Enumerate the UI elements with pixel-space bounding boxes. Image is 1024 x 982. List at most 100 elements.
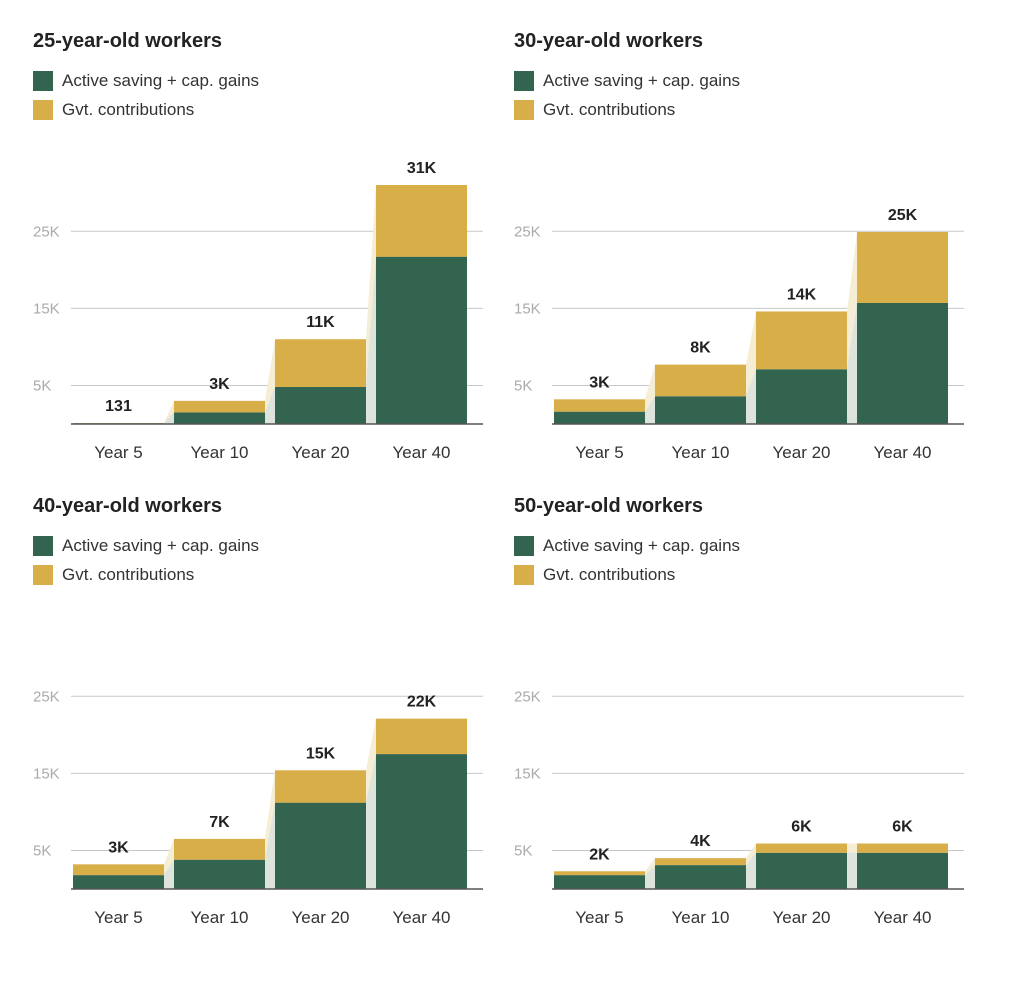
bar-savings [857,852,948,889]
bar-total-label: 3K [209,376,230,393]
bar-savings [756,369,847,424]
legend-swatch-savings [33,536,53,556]
legend-label-government: Gvt. contributions [543,565,676,584]
y-tick-label: 15K [33,300,60,317]
bar-savings [376,256,467,424]
x-tick-label: Year 5 [94,443,143,462]
x-tick-label: Year 40 [874,908,932,927]
bar-connector-lower [164,412,174,424]
y-tick-label: 15K [514,300,541,317]
legend-item-savings: Active saving + cap. gains [514,535,740,557]
bar-government [857,232,948,303]
bar-total-label: 14K [787,286,817,303]
bar-government [275,770,366,803]
bar-government [756,843,847,853]
bar-savings [174,859,265,889]
chart-title: 25-year-old workers [33,30,222,52]
bar-connector-lower [366,256,376,424]
x-tick-label: Year 10 [672,443,730,462]
bar-government [554,399,645,412]
bar-connector-lower [645,865,655,889]
y-tick-label: 5K [514,377,532,394]
legend-swatch-savings [514,71,534,91]
legend-label-savings: Active saving + cap. gains [62,71,260,90]
bar-connector-lower [164,859,174,889]
legend-item-government: Gvt. contributions [514,99,675,121]
bar-total-label: 2K [589,846,610,863]
legend-label-government: Gvt. contributions [543,100,676,119]
x-tick-label: Year 20 [292,908,350,927]
bar-total-label: 31K [407,160,437,177]
bar-total-label: 11K [306,314,335,331]
y-tick-label: 25K [514,688,541,705]
bar-government [857,843,948,853]
bar-savings [174,412,265,424]
bar-total-label: 3K [108,839,129,856]
bar-savings [554,411,645,424]
y-tick-label: 15K [33,765,60,782]
chart-title: 40-year-old workers [33,495,222,517]
legend-label-government: Gvt. contributions [62,565,195,584]
bar-connector-lower [366,754,376,889]
x-tick-label: Year 20 [292,443,350,462]
legend-swatch-government [33,100,53,120]
bar-government [73,864,164,876]
bar-total-label: 7K [209,814,230,831]
legend-swatch-savings [514,536,534,556]
y-tick-label: 5K [33,842,51,859]
x-tick-label: Year 20 [773,443,831,462]
legend-label-government: Gvt. contributions [62,100,195,119]
y-tick-label: 25K [514,223,541,240]
bar-connector-lower [746,369,756,424]
bar-total-label: 6K [791,819,812,836]
x-tick-label: Year 40 [393,443,451,462]
y-tick-label: 5K [33,377,51,394]
y-tick-label: 25K [33,223,60,240]
x-tick-label: Year 40 [874,443,932,462]
x-tick-label: Year 5 [575,908,624,927]
legend-swatch-savings [33,71,53,91]
chart-title: 50-year-old workers [514,495,703,517]
x-tick-label: Year 10 [191,908,249,927]
bar-connector-lower [265,386,275,424]
bar-total-label: 8K [690,340,711,357]
bar-government [174,400,265,413]
bar-savings [275,802,366,889]
legend-label-savings: Active saving + cap. gains [543,536,741,555]
bar-savings [73,875,164,889]
bar-total-label: 4K [690,833,711,850]
legend-item-savings: Active saving + cap. gains [33,535,259,557]
chart-panel-40: 40-year-old workers Active saving + cap.… [33,495,503,955]
chart-panel-25: 25-year-old workers Active saving + cap.… [33,30,503,490]
x-tick-label: Year 40 [393,908,451,927]
chart-panel-30: 30-year-old workers Active saving + cap.… [514,30,984,490]
chart-panel-50: 50-year-old workers Active saving + cap.… [514,495,984,955]
legend-item-savings: Active saving + cap. gains [514,70,740,92]
bar-connector-lower [265,802,275,889]
bar-government [275,339,366,387]
bar-connector-lower [847,302,857,424]
x-tick-label: Year 10 [191,443,249,462]
bar-connector-lower [746,852,756,889]
bar-savings [857,302,948,424]
legend-swatch-government [514,565,534,585]
bar-government [554,871,645,876]
bar-government [655,858,746,866]
bar-savings [275,386,366,424]
x-tick-label: Year 5 [575,443,624,462]
x-tick-label: Year 10 [672,908,730,927]
bar-total-label: 22K [407,694,437,711]
bar-savings [756,852,847,889]
legend-label-savings: Active saving + cap. gains [543,71,741,90]
bar-total-label: 25K [888,207,918,224]
bar-total-label: 15K [306,745,336,762]
chart-title: 30-year-old workers [514,30,703,52]
bar-savings [376,754,467,889]
bar-total-label: 131 [105,398,132,415]
legend-label-savings: Active saving + cap. gains [62,536,260,555]
y-tick-label: 15K [514,765,541,782]
bar-connector-lower [847,852,857,889]
x-tick-label: Year 20 [773,908,831,927]
y-tick-label: 5K [514,842,532,859]
bar-savings [655,396,746,424]
